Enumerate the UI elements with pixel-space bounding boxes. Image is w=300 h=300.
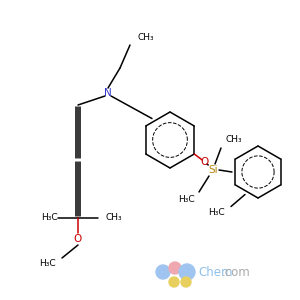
Text: H₃C: H₃C [208,208,225,217]
Text: CH₃: CH₃ [138,32,154,41]
Text: H₃C: H₃C [41,214,58,223]
Text: H₃C: H₃C [178,196,195,205]
Text: N: N [104,88,112,98]
Text: O: O [200,157,208,167]
Circle shape [169,262,181,274]
Text: Chem: Chem [198,266,232,278]
Circle shape [169,277,179,287]
Text: CH₃: CH₃ [106,214,123,223]
Text: O: O [74,234,82,244]
Text: Si: Si [208,165,218,175]
Circle shape [179,264,195,280]
Circle shape [181,277,191,287]
Text: CH₃: CH₃ [225,136,242,145]
Text: H₃C: H₃C [39,260,56,268]
Circle shape [156,265,170,279]
Text: .com: .com [222,266,251,278]
